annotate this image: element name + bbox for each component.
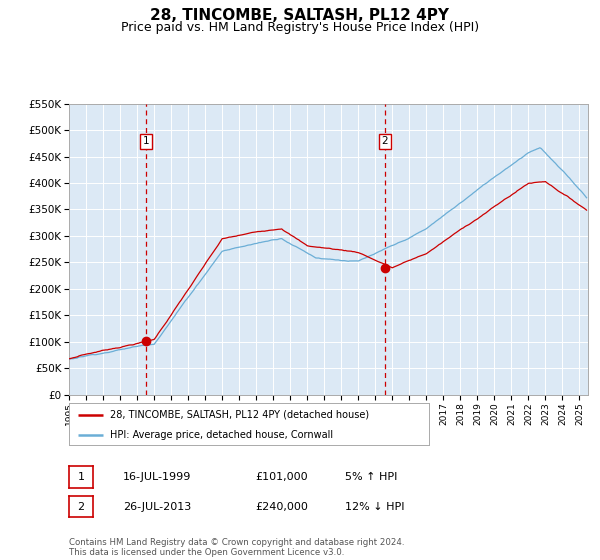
Text: 28, TINCOMBE, SALTASH, PL12 4PY (detached house): 28, TINCOMBE, SALTASH, PL12 4PY (detache…: [110, 410, 370, 420]
Text: 5% ↑ HPI: 5% ↑ HPI: [345, 472, 397, 482]
Text: Price paid vs. HM Land Registry's House Price Index (HPI): Price paid vs. HM Land Registry's House …: [121, 21, 479, 34]
Text: £101,000: £101,000: [255, 472, 308, 482]
Text: 28, TINCOMBE, SALTASH, PL12 4PY: 28, TINCOMBE, SALTASH, PL12 4PY: [151, 8, 449, 24]
Text: 2: 2: [77, 502, 85, 512]
Text: 1: 1: [143, 137, 149, 147]
Text: HPI: Average price, detached house, Cornwall: HPI: Average price, detached house, Corn…: [110, 430, 334, 440]
Text: 16-JUL-1999: 16-JUL-1999: [123, 472, 191, 482]
Text: 1: 1: [77, 472, 85, 482]
Text: 2: 2: [382, 137, 388, 147]
Text: £240,000: £240,000: [255, 502, 308, 512]
Text: Contains HM Land Registry data © Crown copyright and database right 2024.
This d: Contains HM Land Registry data © Crown c…: [69, 538, 404, 557]
Text: 12% ↓ HPI: 12% ↓ HPI: [345, 502, 404, 512]
Text: 26-JUL-2013: 26-JUL-2013: [123, 502, 191, 512]
